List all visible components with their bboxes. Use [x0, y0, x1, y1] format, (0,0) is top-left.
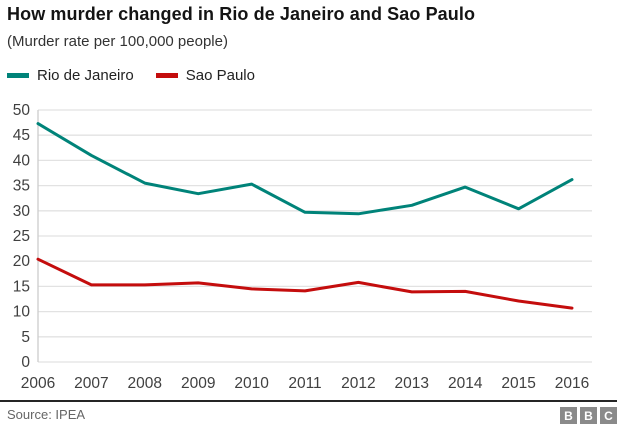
x-axis-tick-label: 2015 — [501, 375, 535, 392]
bbc-logo-letter-b2: B — [580, 407, 597, 424]
y-axis-tick-label: 0 — [21, 354, 30, 371]
y-axis-tick-label: 35 — [13, 178, 30, 195]
chart-header: How murder changed in Rio de Janeiro and… — [7, 4, 617, 50]
y-axis-tick-label: 5 — [21, 329, 30, 346]
x-axis-tick-label: 2006 — [21, 375, 55, 392]
legend-label-sao-paulo: Sao Paulo — [185, 67, 255, 84]
bbc-logo: B B C — [557, 407, 617, 424]
source-text: Source: IPEA — [7, 407, 86, 422]
line-chart: 0 5 10 15 20 25 30 35 40 45 50 2006 2007 2008 2009 2010… — [13, 102, 592, 392]
y-axis-tick-label: 45 — [13, 127, 30, 144]
y-axis-tick-label: 30 — [13, 203, 31, 220]
rio-de-janeiro-swatch-icon — [7, 73, 29, 78]
footer-divider — [0, 400, 617, 402]
y-axis-tick-label: 20 — [13, 253, 31, 270]
x-axis-tick-label: 2008 — [128, 375, 162, 392]
x-axis-tick-label: 2013 — [395, 375, 429, 392]
y-axis-tick-label: 40 — [13, 152, 31, 169]
legend-item-sao-paulo: Sao Paulo — [155, 67, 255, 84]
x-axis-tick-label: 2014 — [448, 375, 483, 392]
bbc-logo-letter-c: C — [600, 407, 617, 424]
sao-paulo-swatch-icon — [155, 73, 178, 78]
y-axis-tick-label: 50 — [13, 102, 31, 119]
y-axis-tick-label: 15 — [13, 278, 30, 295]
bbc-logo-letter-b1: B — [560, 407, 577, 424]
x-axis-tick-label: 2012 — [341, 375, 375, 392]
y-axis-tick-label: 25 — [13, 228, 30, 245]
chart-legend: Rio de Janeiro Sao Paulo — [7, 67, 277, 84]
rio-de-janeiro-line — [36, 122, 574, 216]
legend-label-rio-de-janeiro: Rio de Janeiro — [37, 67, 134, 84]
x-axis-tick-label: 2016 — [555, 375, 589, 392]
chart-title: How murder changed in Rio de Janeiro and… — [7, 4, 476, 24]
chart-subtitle: (Murder rate per 100,000 people) — [7, 33, 228, 50]
sao-paulo-line — [36, 257, 574, 310]
x-axis-tick-label: 2011 — [288, 375, 321, 392]
y-axis-tick-label: 10 — [13, 304, 31, 321]
x-axis-tick-label: 2009 — [181, 375, 215, 392]
legend-item-rio-de-janeiro: Rio de Janeiro — [7, 67, 134, 84]
x-axis-tick-label: 2010 — [234, 375, 269, 392]
x-axis-tick-label: 2007 — [74, 375, 108, 392]
